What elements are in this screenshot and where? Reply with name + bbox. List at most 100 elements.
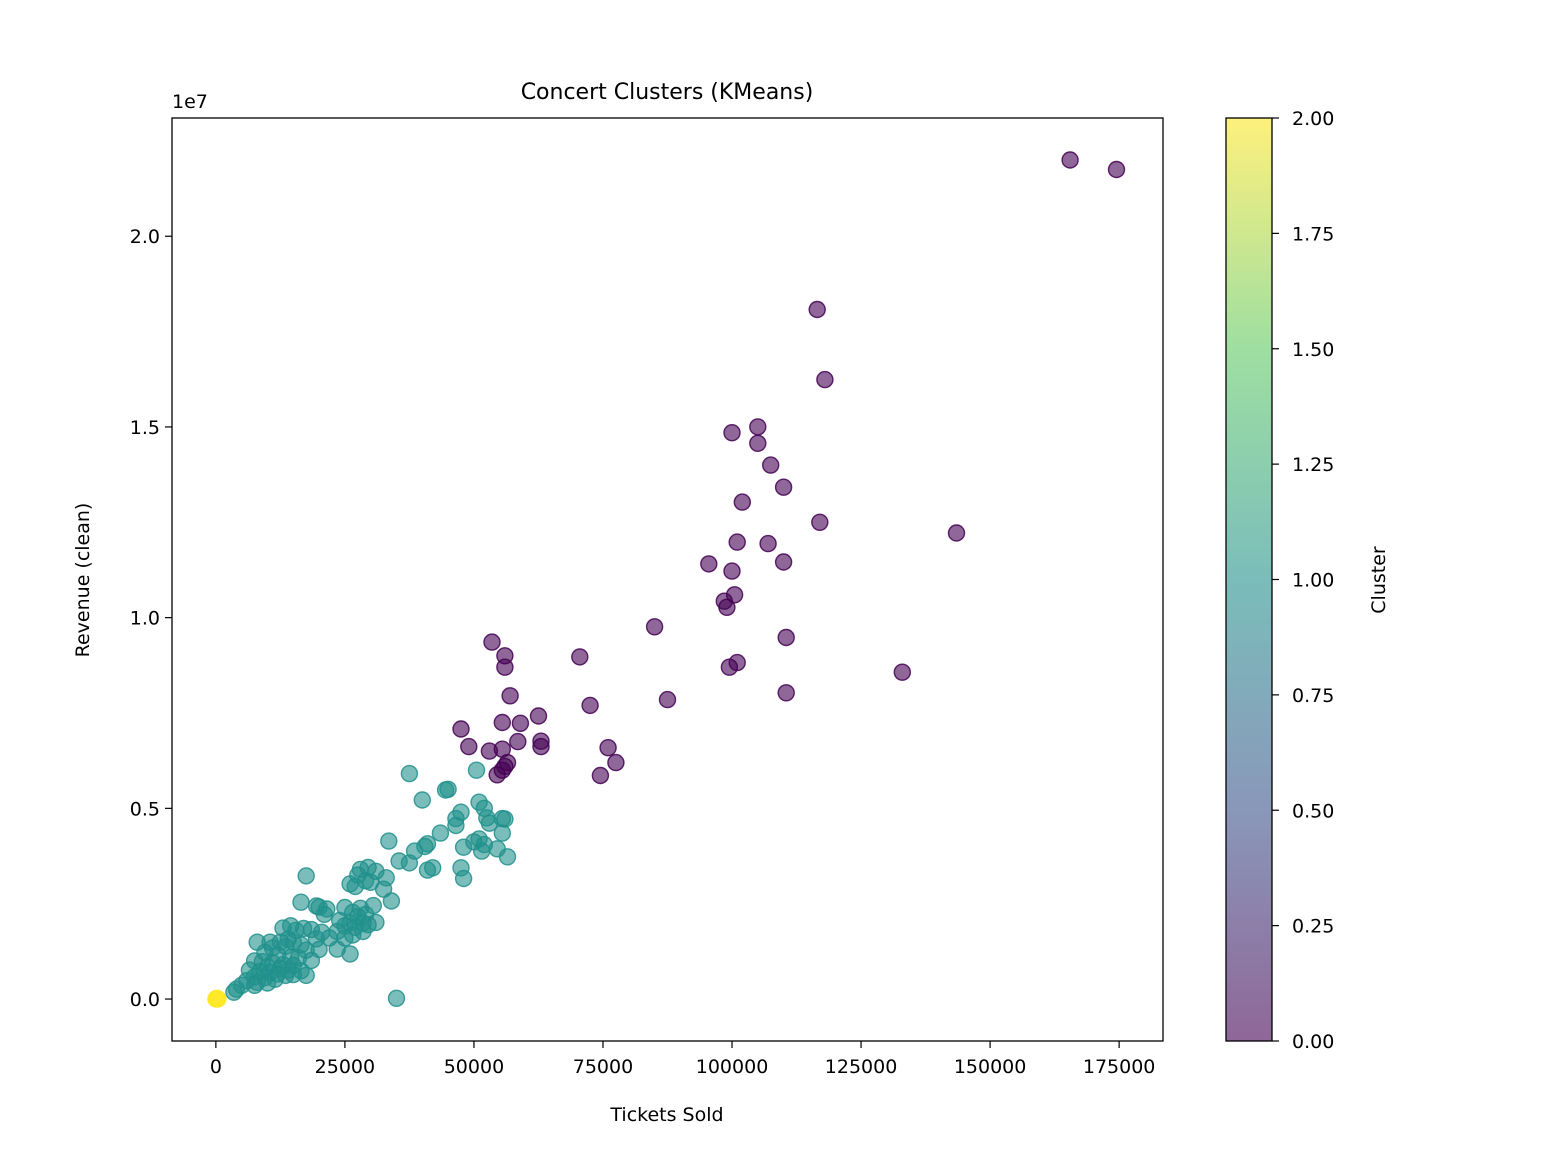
y-offset-label: 1e7 (172, 91, 208, 113)
scatter-point-cluster-0 (808, 300, 826, 319)
scatter-point-cluster-0 (511, 714, 530, 732)
colorbar-label: Cluster (1368, 546, 1390, 614)
scatter-point-cluster-1 (473, 842, 491, 860)
scatter-point-cluster-0 (774, 478, 793, 496)
scatter-point-cluster-1 (424, 859, 442, 877)
colorbar-tick-label: 1.75 (1292, 223, 1334, 245)
scatter-point-cluster-1 (380, 832, 398, 850)
scatter-point-cluster-0 (762, 456, 780, 474)
y-tick-label: 1.0 (130, 608, 160, 630)
scatter-point-cluster-1 (315, 905, 333, 924)
scatter-point-cluster-1 (454, 838, 473, 856)
chart-title: Concert Clusters (KMeans) (521, 80, 814, 105)
x-tick-label: 150000 (954, 1056, 1027, 1078)
scatter-point-cluster-0 (700, 555, 718, 573)
x-tick-label: 50000 (444, 1056, 504, 1078)
scatter-point-cluster-0 (452, 720, 470, 738)
scatter-point-cluster-1 (493, 809, 511, 828)
scatter-point-cluster-0 (749, 434, 767, 452)
scatter-point-cluster-1 (493, 824, 511, 842)
scatter-point-cluster-1 (413, 791, 431, 809)
scatter-point-cluster-2 (207, 990, 226, 1008)
scatter-point-cluster-1 (297, 867, 315, 885)
scatter-point-cluster-1 (382, 892, 401, 910)
scatter-point-cluster-0 (777, 628, 795, 647)
y-tick-label: 2.0 (130, 226, 160, 248)
colorbar-axis: 0.00 0.25 0.50 0.75 1.00 1.25 1.50 1.75 2.00 (1272, 108, 1334, 1053)
scatter-point-cluster-0 (529, 707, 548, 725)
colorbar (1226, 118, 1272, 1041)
scatter-point-cluster-0 (581, 696, 599, 715)
x-tick-label: 100000 (696, 1056, 769, 1078)
colorbar-tick-label: 0.25 (1292, 916, 1334, 938)
scatter-point-cluster-1 (431, 824, 450, 842)
y-tick-label: 0.5 (130, 798, 160, 820)
scatter-point-cluster-0 (811, 513, 829, 531)
scatter-point-cluster-0 (749, 418, 767, 436)
y-tick-label: 0.0 (130, 989, 160, 1011)
x-tick-label: 125000 (825, 1056, 898, 1078)
y-axis: 0.0 0.5 1.0 1.5 2.0 (130, 226, 172, 1011)
scatter-point-cluster-0 (1107, 160, 1126, 179)
scatter-point-cluster-0 (720, 658, 739, 676)
colorbar-tick-label: 1.50 (1292, 339, 1334, 361)
scatter-point-cluster-0 (816, 370, 834, 389)
x-tick-label: 175000 (1083, 1056, 1156, 1078)
y-tick-label: 1.5 (130, 417, 160, 439)
scatter-point-cluster-0 (483, 633, 501, 651)
x-axis-label: Tickets Sold (609, 1104, 723, 1126)
scatter-point-cluster-0 (501, 687, 519, 705)
colorbar-tick-label: 1.00 (1292, 570, 1334, 592)
scatter-point-cluster-0 (1061, 151, 1079, 169)
scatter-point-cluster-1 (447, 816, 465, 835)
x-tick-label: 0 (210, 1056, 222, 1078)
scatter-point-cluster-0 (893, 663, 911, 681)
scatter-point-cluster-0 (723, 424, 741, 442)
scatter-point-cluster-0 (723, 562, 741, 580)
colorbar-tick-label: 2.00 (1292, 108, 1334, 130)
scatter-point-cluster-0 (532, 737, 550, 756)
x-axis: 0 25000 50000 75000 100000 125000 150000 175000 (210, 1041, 1156, 1078)
scatter-point-cluster-0 (599, 739, 617, 757)
scatter-point-cluster-1 (292, 893, 310, 911)
colorbar-tick-label: 1.25 (1292, 454, 1334, 476)
scatter-point-cluster-0 (493, 713, 511, 732)
scatter-point-cluster-0 (509, 732, 527, 751)
scatter-point-cluster-0 (733, 493, 751, 511)
scatter-point-cluster-1 (225, 983, 243, 1001)
scatter-point-cluster-0 (460, 737, 478, 756)
scatter-point-cluster-0 (725, 586, 744, 604)
colorbar-tick-label: 0.75 (1292, 685, 1334, 707)
scatter-point-cluster-0 (759, 534, 777, 553)
scatter-point-cluster-1 (400, 854, 419, 872)
scatter-point-cluster-0 (571, 648, 589, 666)
y-axis-label: Revenue (clean) (72, 503, 94, 658)
points-layer (207, 151, 1126, 1008)
scatter-point-cluster-0 (777, 684, 795, 702)
scatter-point-cluster-1 (400, 764, 419, 783)
scatter-point-cluster-0 (496, 658, 514, 676)
scatter-point-cluster-0 (728, 533, 746, 551)
colorbar-tick-label: 0.50 (1292, 800, 1334, 822)
scatter-point-cluster-1 (346, 877, 364, 896)
scatter-point-cluster-1 (297, 966, 315, 985)
plot-frame (171, 117, 1164, 1042)
scatter-point-cluster-0 (645, 618, 664, 636)
scatter-point-cluster-0 (774, 553, 793, 571)
scatter-point-cluster-1 (436, 781, 455, 799)
x-tick-label: 25000 (315, 1056, 375, 1078)
scatter-point-cluster-0 (947, 524, 966, 542)
scatter-point-cluster-0 (591, 766, 610, 785)
scatter-point-cluster-0 (658, 690, 677, 709)
scatter-point-cluster-0 (488, 766, 506, 784)
scatter-point-cluster-1 (387, 989, 406, 1007)
scatter-point-cluster-1 (498, 848, 517, 866)
scatter-point-cluster-1 (467, 761, 486, 779)
scatter-point-cluster-0 (607, 753, 625, 772)
x-tick-label: 75000 (573, 1056, 633, 1078)
colorbar-tick-label: 0.00 (1292, 1031, 1334, 1053)
scatter-point-cluster-1 (341, 945, 359, 963)
scatter-point-cluster-0 (718, 598, 736, 616)
scatter-point-cluster-1 (454, 869, 473, 888)
